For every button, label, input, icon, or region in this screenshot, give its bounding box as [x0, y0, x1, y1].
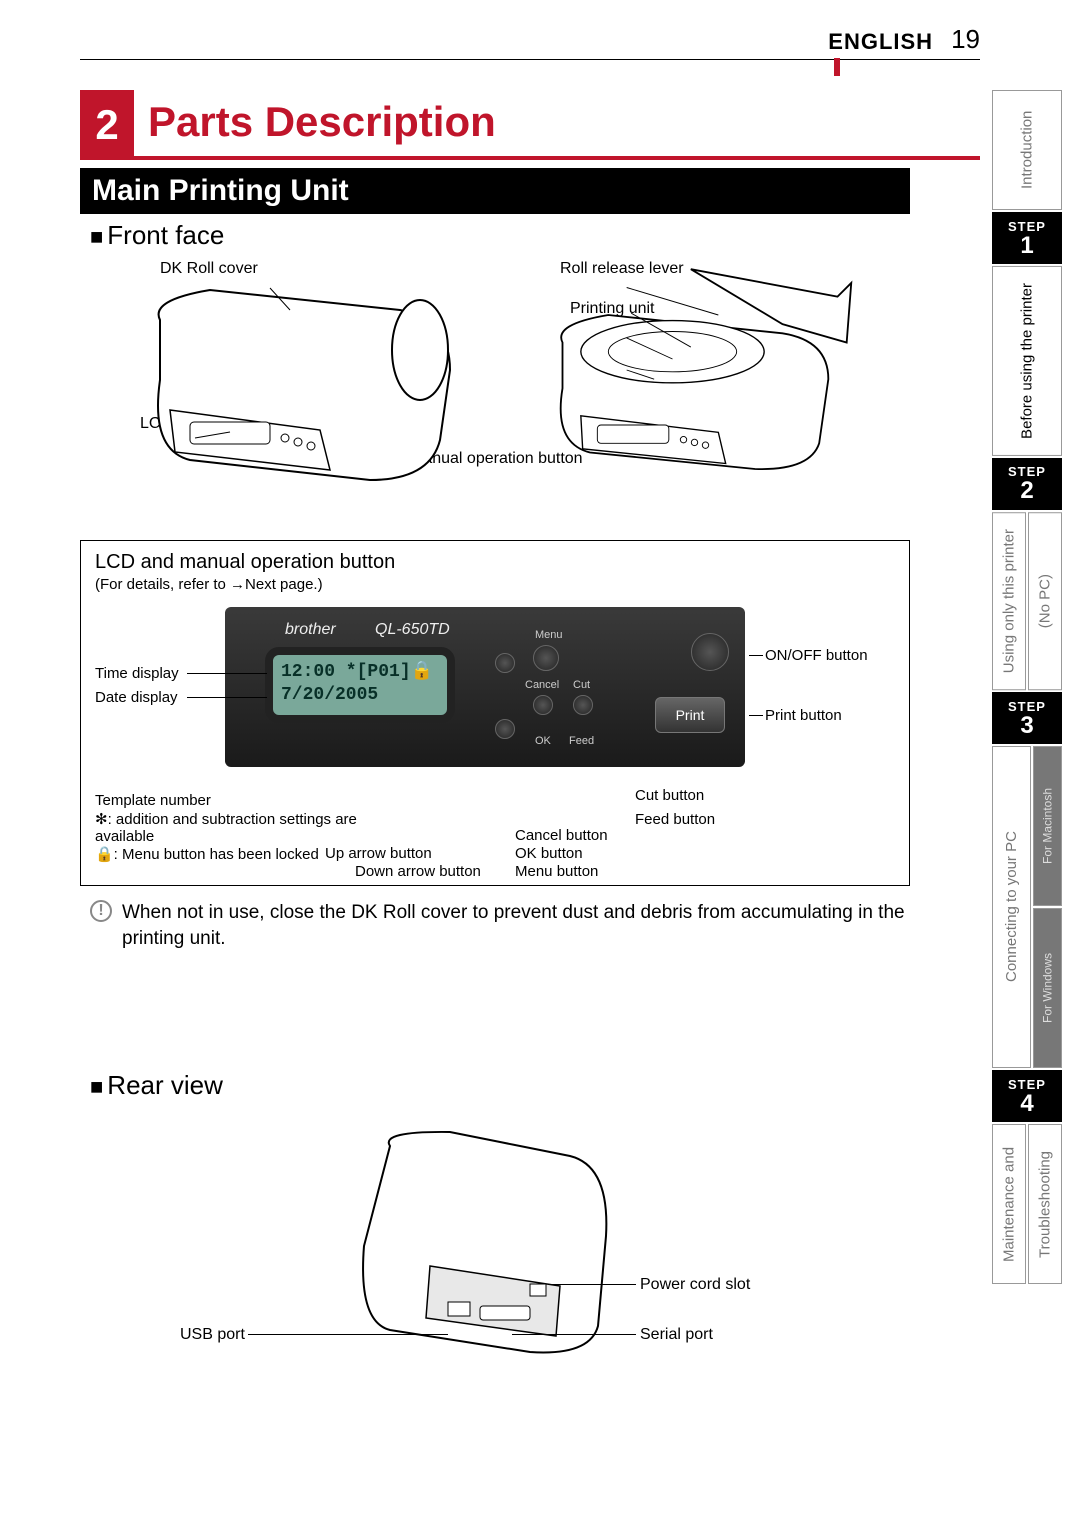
panel-feed-label: Feed	[569, 735, 594, 747]
label-down-arrow: Down arrow button	[355, 863, 481, 880]
chapter-title: Parts Description	[134, 90, 980, 160]
lcd-panel-area: brother QL-650TD 12:00 *[P01]🔒 7/20/2005…	[95, 607, 895, 867]
print-button: Print	[655, 697, 725, 733]
tab-step2-header[interactable]: STEP 2	[992, 458, 1062, 510]
tab-step1-header[interactable]: STEP 1	[992, 212, 1062, 264]
panel-ok-label: OK	[535, 735, 551, 747]
step1-num: 1	[1020, 234, 1033, 258]
tab-step4-label-a[interactable]: Maintenance and	[992, 1124, 1026, 1284]
up-arrow-icon	[495, 653, 515, 673]
step2-num: 2	[1020, 479, 1033, 503]
tab-step3-label[interactable]: Connecting to your PC	[992, 746, 1031, 1068]
rear-view-heading: ■Rear view	[90, 1070, 223, 1101]
header-tick	[834, 58, 840, 76]
tab-step3-mac[interactable]: For Macintosh	[1033, 746, 1062, 906]
tab-step3-win[interactable]: For Windows	[1033, 908, 1062, 1068]
cut-button-icon	[573, 695, 593, 715]
label-lock-note: 🔒: Menu button has been locked	[95, 845, 319, 863]
label-feed-btn: Feed button	[635, 811, 715, 828]
front-face-heading: ■Front face	[90, 220, 224, 251]
note-icon: !	[90, 900, 112, 922]
front-face-heading-text: Front face	[107, 220, 224, 250]
chapter-number: 2	[80, 90, 134, 160]
note-text: When not in use, close the DK Roll cover…	[122, 900, 910, 951]
label-serial-port: Serial port	[640, 1326, 713, 1344]
section-title: Main Printing Unit	[80, 168, 910, 214]
language-label: ENGLISH	[828, 29, 933, 55]
lcd-panel: brother QL-650TD 12:00 *[P01]🔒 7/20/2005…	[225, 607, 745, 767]
lcd-box-subtitle: (For details, refer to →Next page.)	[95, 576, 895, 593]
printer-rear-illustration	[330, 1126, 630, 1366]
label-template-number: Template number	[95, 792, 211, 809]
lcd-box-title: LCD and manual operation button	[95, 551, 895, 574]
label-date-display: Date display	[95, 689, 178, 706]
label-cancel-btn: Cancel button	[515, 827, 608, 844]
panel-cut-label: Cut	[573, 679, 590, 691]
lcd-detail-box: LCD and manual operation button (For det…	[80, 540, 910, 886]
panel-menu-label: Menu	[535, 629, 563, 641]
label-menu-btn: Menu button	[515, 863, 598, 880]
label-print-btn: Print button	[765, 707, 842, 724]
label-time-display: Time display	[95, 665, 179, 682]
step4-num: 4	[1020, 1092, 1033, 1116]
rear-view-heading-text: Rear view	[107, 1070, 223, 1100]
printer-open-illustration	[520, 260, 880, 480]
tab-step4-header[interactable]: STEP 4	[992, 1070, 1062, 1122]
down-arrow-icon	[495, 719, 515, 739]
lcd-line1: 12:00 *[P01]🔒	[281, 661, 439, 684]
tab-step2-label-a[interactable]: Using only this printer	[992, 512, 1026, 690]
label-up-arrow: Up arrow button	[325, 845, 432, 862]
label-onoff-btn: ON/OFF button	[765, 647, 868, 664]
page-number: 19	[951, 24, 980, 55]
menu-button-icon	[533, 645, 559, 671]
tab-step3-header[interactable]: STEP 3	[992, 692, 1062, 744]
main-content: DK Roll cover LCD Manual operation butto…	[80, 260, 910, 959]
chapter-bar: 2 Parts Description	[80, 90, 980, 160]
printer-closed-illustration	[120, 280, 480, 500]
sidebar-tabs: Introduction STEP 1 Before using the pri…	[992, 90, 1062, 1284]
brand-label: brother	[285, 621, 336, 639]
model-label: QL-650TD	[375, 621, 450, 639]
step3-num: 3	[1020, 714, 1033, 738]
note-row: ! When not in use, close the DK Roll cov…	[90, 900, 910, 951]
power-button-icon	[691, 633, 729, 671]
tab-step2-label-b[interactable]: (No PC)	[1028, 512, 1062, 690]
lcd-line2: 7/20/2005	[281, 684, 439, 707]
tab-step1-label[interactable]: Before using the printer	[992, 266, 1062, 456]
cancel-button-icon	[533, 695, 553, 715]
lcd-screen: 12:00 *[P01]🔒 7/20/2005	[265, 647, 455, 723]
label-ok-btn: OK button	[515, 845, 583, 862]
page-header: ENGLISH 19	[80, 20, 980, 60]
tab-step4-label-b[interactable]: Troubleshooting	[1028, 1124, 1062, 1284]
front-diagram: DK Roll cover LCD Manual operation butto…	[80, 260, 910, 520]
panel-cancel-label: Cancel	[525, 679, 559, 691]
rear-diagram: USB port Power cord slot Serial port	[80, 1116, 910, 1396]
label-power-slot: Power cord slot	[640, 1276, 750, 1294]
tab-introduction[interactable]: Introduction	[992, 90, 1062, 210]
label-asterisk-note: ✻: addition and subtraction settings are…	[95, 810, 375, 845]
label-usb-port: USB port	[180, 1326, 245, 1344]
label-dk-roll-cover: DK Roll cover	[160, 260, 258, 278]
label-cut-btn: Cut button	[635, 787, 704, 804]
